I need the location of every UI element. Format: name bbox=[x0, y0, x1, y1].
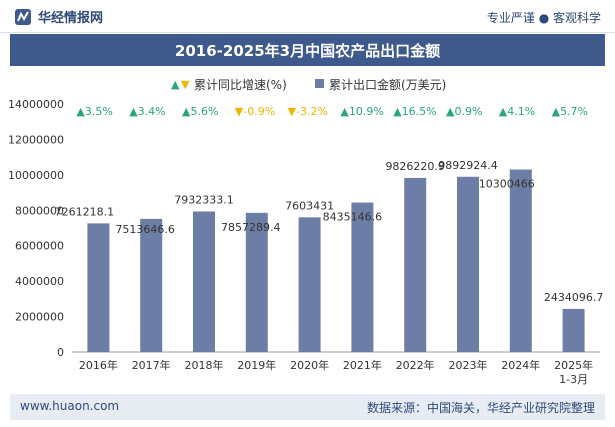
growth-value: 5.6% bbox=[190, 105, 218, 118]
bar-value-label: 7603431 bbox=[285, 199, 334, 212]
legend-growth-up-marker: ▲ bbox=[171, 78, 180, 91]
growth-value: 0.9% bbox=[454, 105, 482, 118]
x-tick-label: 2021年 bbox=[343, 358, 382, 372]
legend: ▲ ▼ 累计同比增速(%) 累计出口金额(万美元) bbox=[171, 77, 446, 92]
growth-value: 10.9% bbox=[349, 105, 384, 118]
y-tick-label: 14000000 bbox=[8, 98, 64, 111]
y-tick-label: 8000000 bbox=[15, 204, 64, 217]
y-tick-label: 6000000 bbox=[15, 240, 64, 253]
footer-website[interactable]: www.huaon.com bbox=[20, 399, 120, 413]
x-tick-label: 2024年 bbox=[501, 358, 540, 372]
legend-growth-down-marker: ▼ bbox=[181, 78, 190, 91]
title-bar: 2016-2025年3月中国农产品出口金额 bbox=[10, 34, 605, 66]
brand-name: 华经情报网 bbox=[38, 11, 104, 26]
growth-up-icon: ▲ bbox=[393, 105, 402, 118]
x-tick-label: 2019年 bbox=[237, 358, 276, 372]
growth-row: ▲3.5% ▲3.4% ▲5.6% ▼-0.9% ▼-3.2% ▲10.9% ▲16.5% ▲… bbox=[76, 105, 588, 118]
growth-value: 16.5% bbox=[402, 105, 437, 118]
growth-label: ▲4.1% bbox=[499, 105, 535, 118]
bar bbox=[351, 202, 374, 352]
growth-value: 3.4% bbox=[138, 105, 166, 118]
bar bbox=[87, 223, 110, 352]
growth-label: ▲10.9% bbox=[340, 105, 383, 118]
growth-up-icon: ▲ bbox=[552, 105, 561, 118]
bar bbox=[509, 169, 532, 352]
bar-value-label: 7261218.1 bbox=[55, 205, 115, 218]
growth-up-icon: ▲ bbox=[340, 105, 349, 118]
y-tick-label: 10000000 bbox=[8, 169, 64, 182]
growth-value: 4.1% bbox=[507, 105, 535, 118]
growth-label: ▼-3.2% bbox=[288, 105, 328, 118]
legend-amount-label: 累计出口金额(万美元) bbox=[329, 77, 446, 92]
x-tick-label: 2018年 bbox=[185, 358, 224, 372]
growth-label: ▼-0.9% bbox=[235, 105, 275, 118]
bar bbox=[457, 176, 479, 352]
legend-amount-swatch bbox=[315, 79, 324, 88]
bar-value-label: 7513646.6 bbox=[115, 223, 175, 236]
growth-up-icon: ▲ bbox=[499, 105, 508, 118]
x-tick-label: 2022年 bbox=[396, 358, 435, 372]
chart-area: ▲ ▼ 累计同比增速(%) 累计出口金额(万美元) 02000000400000060… bbox=[8, 77, 604, 386]
footer-source: 数据来源：中国海关，华经产业研究院整理 bbox=[366, 401, 595, 415]
brand-logo[interactable]: 华经情报网 bbox=[14, 7, 103, 26]
bar bbox=[193, 211, 215, 352]
growth-up-icon: ▲ bbox=[76, 105, 85, 118]
growth-down-icon: ▼ bbox=[288, 105, 297, 118]
bar bbox=[404, 177, 427, 352]
y-tick-label: 0 bbox=[57, 346, 64, 359]
x-tick-label: 2017年 bbox=[132, 358, 171, 372]
bar-value-label: 9892924.4 bbox=[438, 159, 498, 172]
top-bar: 华经情报网 专业严谨 ● 客观科学 bbox=[0, 0, 615, 33]
bar-value-label: 7857289.4 bbox=[221, 221, 281, 234]
growth-label: ▲5.6% bbox=[182, 105, 218, 118]
y-tick-label: 12000000 bbox=[8, 133, 64, 146]
growth-label: ▲16.5% bbox=[393, 105, 436, 118]
bar-value-label: 9826220.9 bbox=[385, 160, 445, 173]
growth-label: ▲3.4% bbox=[129, 105, 165, 118]
growth-label: ▲5.7% bbox=[552, 105, 588, 118]
growth-value: 3.5% bbox=[85, 105, 113, 118]
x-tick-label: 2025年 1-3月 bbox=[554, 358, 593, 386]
bar bbox=[245, 212, 268, 352]
growth-value: 5.7% bbox=[560, 105, 588, 118]
footer-bar: www.huaon.com 数据来源：中国海关，华经产业研究院整理 bbox=[10, 394, 605, 420]
bar bbox=[562, 308, 585, 352]
bar bbox=[140, 218, 163, 352]
growth-up-icon: ▲ bbox=[182, 105, 191, 118]
growth-value: -3.2% bbox=[296, 105, 328, 118]
bar bbox=[298, 217, 321, 352]
brand-tagline: 专业严谨 ● 客观科学 bbox=[486, 11, 601, 25]
x-axis: 2016年 2017年 2018年 2019年 2020年 2021年 2022年 2023年… bbox=[79, 358, 593, 386]
bar-value-label: 8435146.6 bbox=[323, 211, 383, 224]
brand-logo-icon bbox=[15, 8, 31, 25]
growth-down-icon: ▼ bbox=[235, 105, 244, 118]
y-tick-label: 4000000 bbox=[15, 275, 64, 288]
growth-label: ▲3.5% bbox=[76, 105, 112, 118]
bar-value-label: 10300466 bbox=[479, 178, 535, 191]
growth-label: ▲0.9% bbox=[446, 105, 482, 118]
bar-series bbox=[87, 169, 585, 352]
bar-value-label: 2434096.7 bbox=[544, 291, 604, 304]
chart-title: 2016-2025年3月中国农产品出口金额 bbox=[174, 42, 441, 60]
bar-value-label: 7932333.1 bbox=[174, 193, 234, 206]
growth-up-icon: ▲ bbox=[129, 105, 138, 118]
legend-growth-label: 累计同比增速(%) bbox=[194, 78, 287, 92]
x-tick-label: 2020年 bbox=[290, 358, 329, 372]
y-tick-label: 2000000 bbox=[15, 311, 64, 324]
x-tick-label: 2023年 bbox=[449, 358, 488, 372]
growth-value: -0.9% bbox=[243, 105, 275, 118]
x-tick-label: 2016年 bbox=[79, 358, 118, 372]
growth-up-icon: ▲ bbox=[446, 105, 455, 118]
